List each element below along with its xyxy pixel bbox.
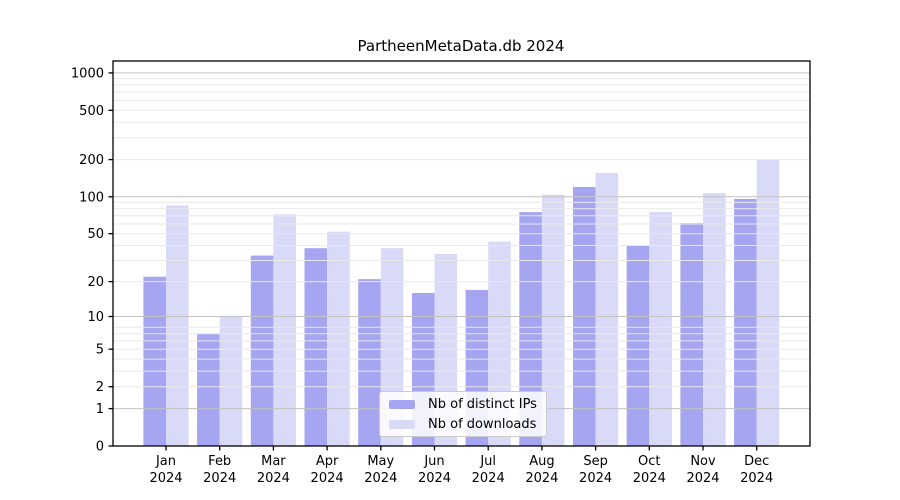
bar-distinct-ips	[626, 245, 650, 446]
legend-item-distinct-ips: Nb of distinct IPs	[389, 397, 537, 412]
legend: Nb of distinct IPs Nb of downloads	[379, 391, 547, 437]
bar-downloads	[756, 159, 780, 446]
legend-swatch-downloads	[389, 419, 415, 429]
bar-distinct-ips	[304, 248, 328, 446]
y-tick-label: 500	[79, 104, 104, 119]
x-tick-label-year: 2024	[311, 471, 344, 486]
x-tick-label-month: Feb	[208, 454, 231, 469]
x-tick-label-year: 2024	[203, 471, 236, 486]
x-tick-label-year: 2024	[418, 471, 451, 486]
legend-item-downloads: Nb of downloads	[389, 417, 537, 432]
x-tick-label-month: Nov	[690, 454, 716, 469]
x-tick-label-year: 2024	[257, 471, 290, 486]
y-tick-label: 2	[96, 380, 104, 395]
bar-distinct-ips	[680, 223, 703, 446]
bar-downloads	[273, 214, 296, 446]
x-tick-label-year: 2024	[633, 471, 666, 486]
y-tick-label: 20	[87, 275, 104, 290]
x-tick-label-year: 2024	[686, 471, 719, 486]
x-tick-label-month: May	[367, 454, 394, 469]
x-tick-label-month: Apr	[316, 454, 339, 469]
y-tick-label: 0	[96, 440, 104, 455]
x-tick-label-year: 2024	[149, 471, 182, 486]
bar-distinct-ips	[197, 333, 220, 446]
legend-swatch-distinct-ips	[389, 399, 415, 409]
chart-title: PartheenMetaData.db 2024	[358, 37, 565, 55]
x-tick-label-year: 2024	[579, 471, 612, 486]
y-tick-label: 1	[96, 402, 104, 417]
x-tick-label-year: 2024	[472, 471, 505, 486]
y-tick-label: 5	[96, 343, 104, 358]
bar-distinct-ips	[143, 276, 166, 446]
bar-downloads	[595, 172, 619, 446]
bar-downloads	[327, 231, 350, 446]
legend-label-distinct-ips: Nb of distinct IPs	[428, 396, 537, 412]
x-tick-label-month: Jan	[155, 454, 176, 469]
x-tick-label-month: Oct	[638, 454, 660, 469]
bar-downloads	[541, 194, 565, 446]
x-tick-label-month: Jun	[423, 454, 444, 469]
bar-distinct-ips	[358, 279, 381, 446]
plot-frame	[112, 60, 811, 447]
bar-distinct-ips	[519, 212, 542, 446]
y-tick-label: 1000	[71, 66, 104, 81]
x-tick-label-year: 2024	[740, 471, 773, 486]
x-tick-label-month: Aug	[529, 454, 554, 469]
bar-distinct-ips	[250, 255, 274, 446]
x-tick-label-month: Mar	[261, 454, 286, 469]
x-tick-label-month: Sep	[583, 454, 608, 469]
y-tick-label: 200	[79, 153, 104, 168]
x-tick-label-month: Jul	[479, 454, 496, 469]
y-tick-label: 10	[87, 310, 104, 325]
bar-downloads	[166, 205, 189, 446]
x-tick-label-month: Dec	[744, 454, 769, 469]
bar-downloads	[649, 212, 672, 446]
y-tick-label: 50	[87, 227, 104, 242]
bar-downloads	[703, 193, 726, 446]
bar-downloads	[219, 316, 243, 446]
legend-label-downloads: Nb of downloads	[428, 416, 537, 432]
x-tick-label-year: 2024	[525, 471, 558, 486]
y-tick-label: 100	[79, 190, 104, 205]
x-tick-label-year: 2024	[364, 471, 397, 486]
